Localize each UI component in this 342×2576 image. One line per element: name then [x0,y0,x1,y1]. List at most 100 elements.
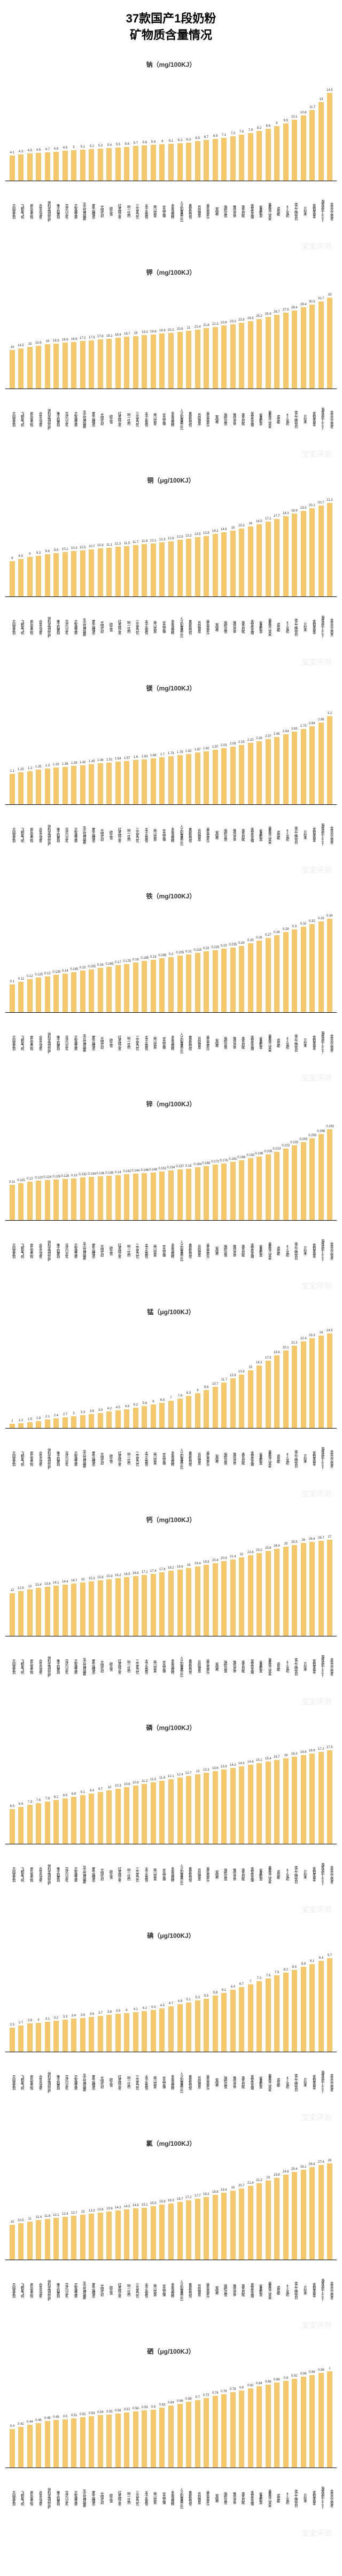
bar-wrap: 19.6 [149,282,158,389]
bar-label: 蒙牛瑞哺恩 [88,1638,95,1695]
chart-block: 镁（mg/100KJ）1.11.151.21.251.31.331.361.39… [5,684,337,870]
bar-rect [318,2373,324,2467]
bar-value: 8.2 [257,127,261,130]
bar-label: 贝因美爱加 [9,182,16,240]
bar-wrap: 0.205 [264,1114,273,1220]
bar-value: 1.82 [185,750,192,753]
bar-value: 25 [284,1542,287,1545]
bar-label: 雀巢能恩 [255,598,263,656]
bar-wrap: 15.7 [273,1737,281,1844]
bar-wrap: 11.5 [149,1737,158,1844]
bar-rect [256,1981,262,2051]
bar-value: 11.7 [133,540,138,544]
bar-wrap: 1.66 [149,698,158,804]
bar-value: 13.8 [203,531,209,534]
bar-label: 合生元派星 [35,2469,42,2527]
bar-value: 13.9 [106,2207,113,2210]
bar-wrap: 2.29 [255,698,263,804]
bar-rect [266,2181,271,2260]
bar-label: 光明优幼 [97,806,104,864]
bar-rect [221,1383,227,1427]
bar-wrap: 16.2 [255,1322,263,1428]
bar-value: 19.4 [195,1562,201,1565]
bar-label: 海普诺凯1897 [317,2469,325,2527]
bar-rect [239,529,244,596]
bar-value: 6.9 [19,1802,23,1805]
bar-label: 宜品益臻 [159,1430,166,1487]
bar-rect [168,2406,174,2467]
bar-value: 8.8 [301,1962,306,1966]
bar-value: 23.3 [230,320,236,323]
bar-rect [309,1542,315,1636]
bar-value: 4.8 [54,147,58,150]
bar-value: 20.6 [177,327,183,330]
bar-label: 贝因美爱加 [9,2469,16,2527]
bar-label: 安纽希 [212,1014,219,1072]
bar-wrap: 0.124 [43,1114,52,1220]
bar-label: 人之初菁嘉贝比 [176,390,184,448]
bar-rect [106,2415,112,2468]
bar-value: 20.1 [309,504,315,507]
bar-label: 美素佳儿皇家 [265,390,272,448]
bar-value: 16.6 [300,1750,307,1753]
bar-label: a2至初 [282,1014,290,1072]
bar-value: 25.2 [256,315,262,318]
bar-wrap: 0.72 [202,2361,211,2468]
bar-rect [248,943,253,1012]
bar-wrap: 22.2 [255,2153,263,2260]
bar-wrap: 18.2 [202,2153,211,2260]
bar-rect [195,1393,200,1428]
bar-wrap: 11.7 [308,74,317,181]
chart-block: 氯（mg/100KJ）1010.51111.411.812.112.412.71… [5,2139,337,2325]
bar-wrap: 6.1 [220,1945,228,2052]
bar-rect [283,516,289,596]
bar-value: 12.8 [230,1374,236,1377]
bar-value: 0.155 [88,965,96,968]
bar-value: 0.55 [106,2410,113,2413]
bar-wrap: 12.4 [61,2153,69,2260]
bar-value: 0.78 [230,2388,236,2391]
bar-wrap: 9 [193,1322,202,1428]
bar-value: 0.86 [265,2380,271,2383]
bar-label: 雅培亲体 [229,1014,237,1072]
bar-value: 0.168 [203,1161,211,1165]
bar-rect [327,1750,332,1844]
bar-label: 南山倍慧 [150,598,157,656]
bar-rect [327,919,332,1012]
bar-rect [36,153,41,181]
bar-value: 1.5 [28,1417,32,1421]
bar-rect [301,1142,306,1220]
bar-rect [168,1571,174,1635]
bar-label: 圣元优博瑞慕 [79,2469,87,2527]
bar-value: 9.3 [36,551,41,554]
bar-wrap: 0.78 [229,2361,237,2468]
bar-label: a2至初 [282,182,290,240]
bar-wrap: 22.8 [220,282,228,389]
bar-rect [221,138,227,181]
bar-value: 6 [152,1400,154,1403]
bar-label: 雅士利菁珀 [52,1845,60,1903]
bar-wrap: 0.98 [317,2361,325,2468]
bar-rect [151,2010,156,2051]
bar-label: 三元爱力优 [132,1014,139,1072]
bar-wrap: 0.64 [167,2361,175,2468]
bar-wrap: 26 [299,1530,308,1636]
bar-label: 明一优煦 [123,2261,130,2319]
bar-label: 美素佳儿皇家 [265,182,272,240]
bar-wrap: 0.225 [211,906,220,1012]
bar-value: 1.39 [71,762,77,765]
bar-wrap: 19.4 [220,2153,228,2260]
bar-rect [292,1145,297,1220]
bar-rect [168,333,174,389]
bar-rect [27,347,33,388]
bar-value: 3 [38,2018,40,2021]
bar-value: 0.14 [62,969,68,972]
bar-label: 完达山元乳 [61,2053,69,2111]
bar-label: 南山倍慧 [150,806,157,864]
bar-rect [239,1375,244,1428]
bar-rect [115,338,121,389]
bar-rect [168,1170,174,1220]
bar-wrap: 5.5 [114,74,122,181]
bar-value: 15 [28,343,32,346]
bar-value: 21.8 [203,324,209,327]
